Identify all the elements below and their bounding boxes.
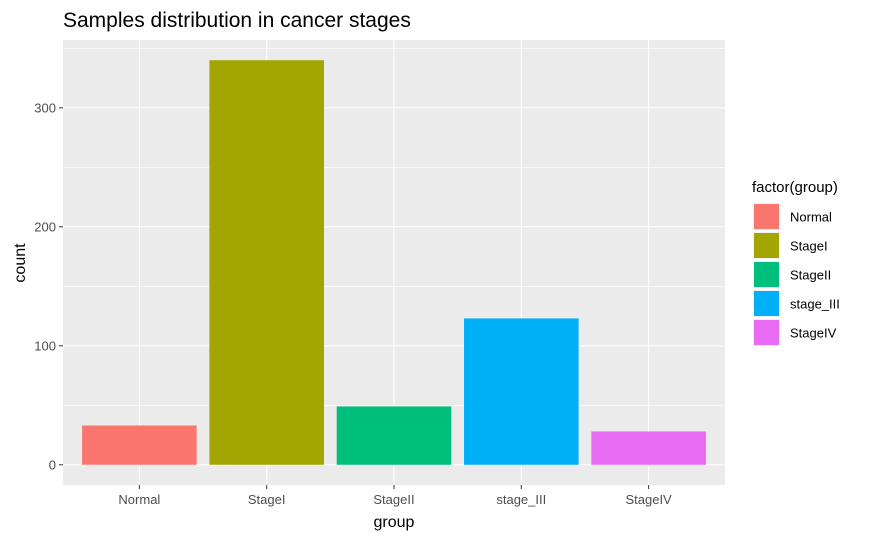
legend-swatch [754, 204, 779, 229]
y-tick-label: 200 [34, 219, 56, 234]
legend-swatch [754, 320, 779, 345]
bar-Normal [82, 425, 197, 465]
x-tick-label: StageII [373, 492, 414, 507]
legend-label: StageI [790, 239, 828, 254]
x-axis-title: group [374, 514, 415, 531]
y-tick-label: 100 [34, 338, 56, 353]
bar-stage_III [464, 318, 579, 465]
legend-swatch [754, 291, 779, 316]
x-tick-label: stage_III [496, 492, 546, 507]
legend-title: factor(group) [752, 179, 838, 196]
y-tick-label: 300 [34, 100, 56, 115]
legend-swatch [754, 262, 779, 287]
x-tick-label: Normal [118, 492, 160, 507]
y-tick-label: 0 [49, 457, 56, 472]
chart-title: Samples distribution in cancer stages [63, 9, 411, 32]
y-axis-title: count [12, 243, 29, 283]
legend-label: StageIV [790, 326, 837, 341]
legend-label: Normal [790, 210, 832, 225]
legend: Normal StageI StageII stage_III StageIV [753, 203, 840, 346]
x-tick-label: StageIV [625, 492, 672, 507]
x-axis: Normal StageI StageII stage_III StageIV [118, 485, 672, 507]
legend-label: stage_III [790, 297, 840, 312]
y-axis: 0 100 200 300 [34, 100, 63, 472]
bar-StageII [336, 406, 452, 465]
legend-label: StageII [790, 268, 831, 283]
bar-StageIV [591, 431, 706, 465]
bars-group [82, 60, 706, 465]
bar-StageI [209, 60, 324, 465]
x-tick-label: StageI [248, 492, 286, 507]
legend-swatch [754, 233, 779, 258]
